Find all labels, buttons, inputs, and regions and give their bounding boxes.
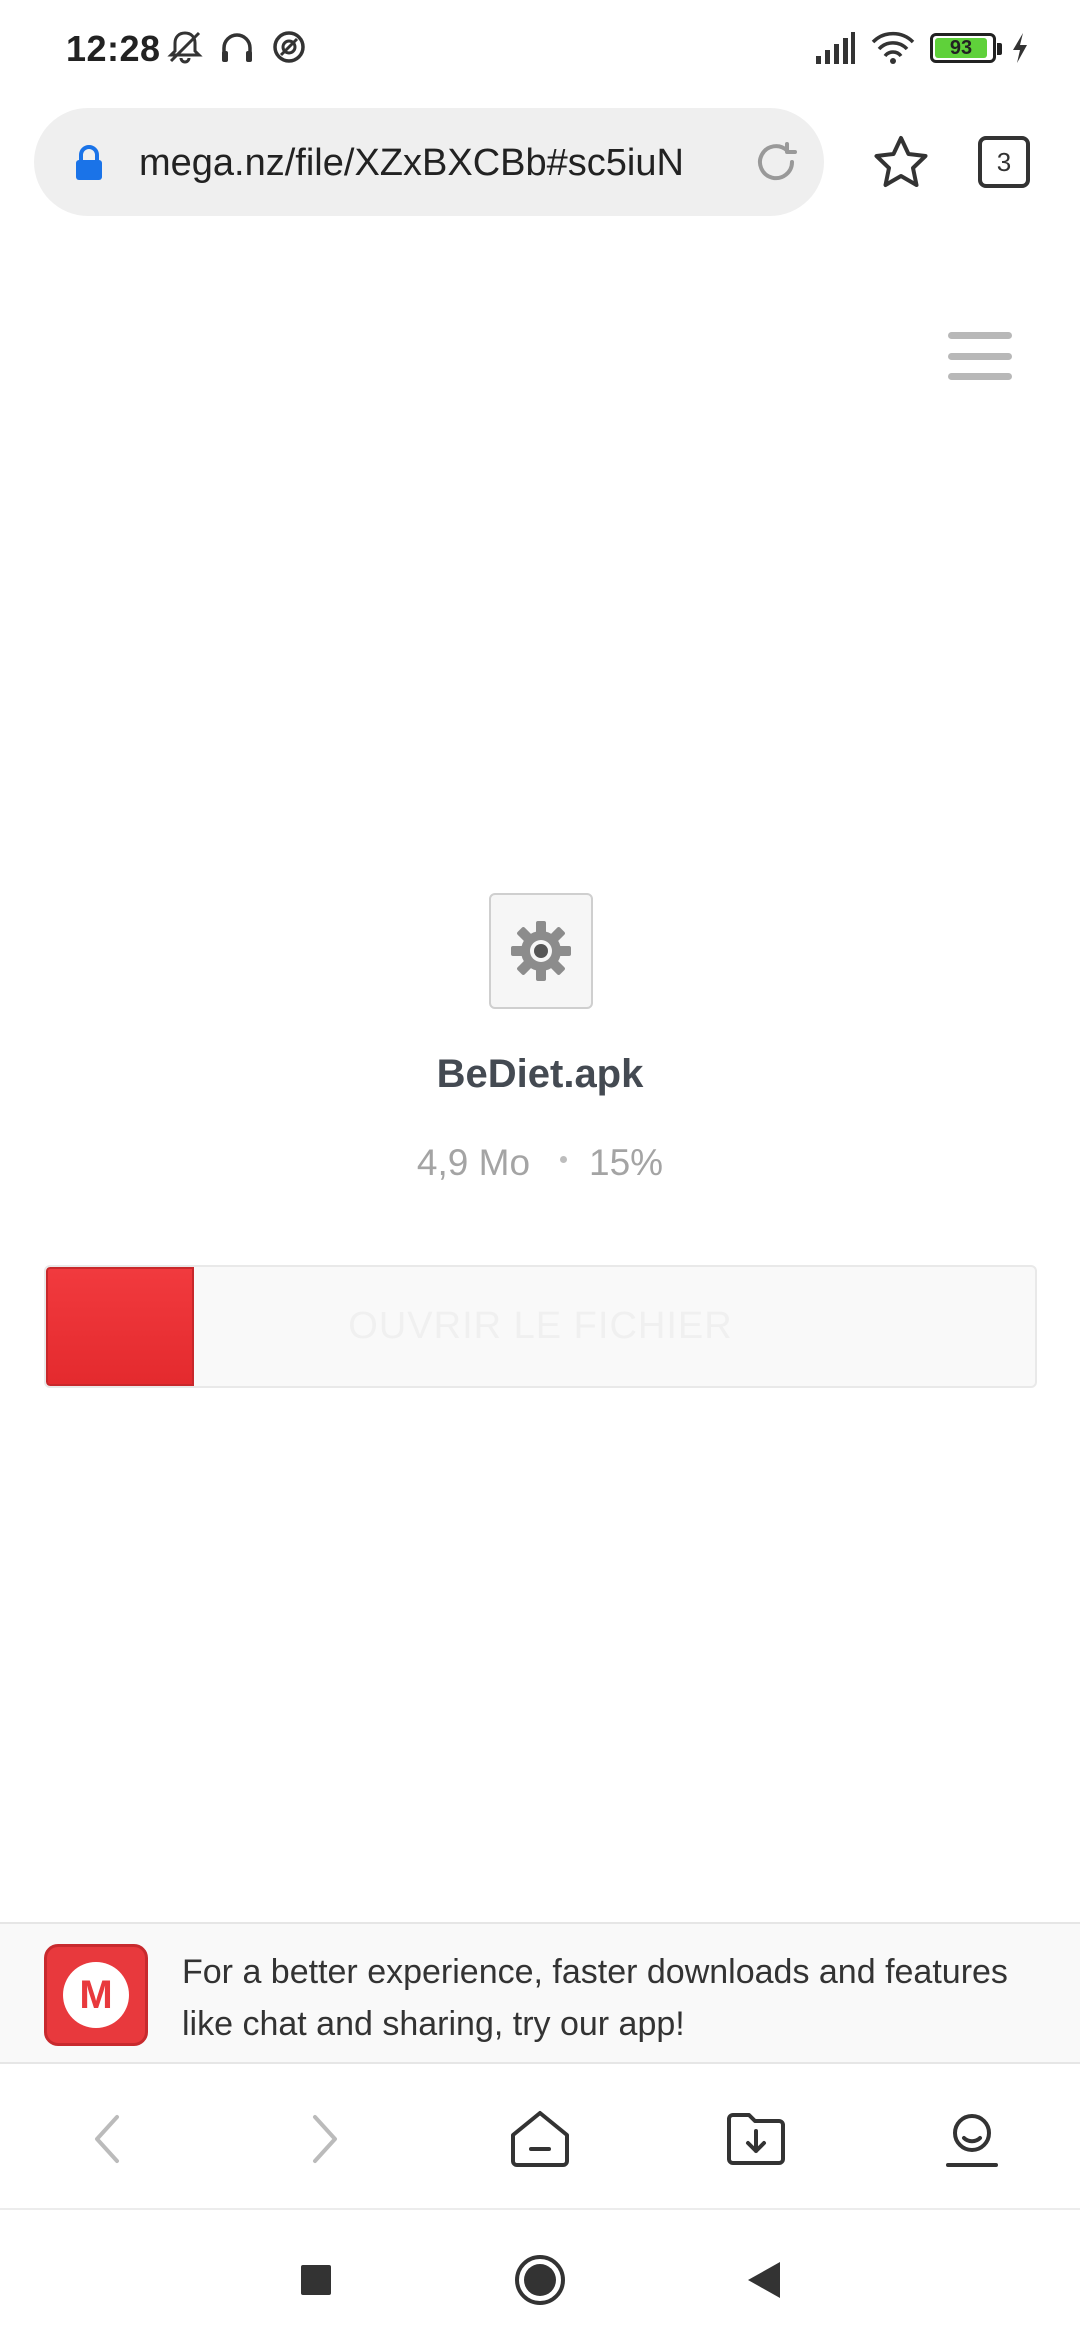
mega-logo[interactable]: M [44,1944,148,2046]
reload-icon[interactable] [750,136,802,188]
download-button-label: OUVRIR LE FICHIER [348,1305,733,1347]
forward-icon[interactable] [290,2104,360,2174]
download-progress-fill [46,1267,195,1386]
status-bar: 12:28 [0,0,1080,100]
download-progress-text: 15% [589,1142,664,1183]
recents-icon[interactable] [288,2252,344,2308]
signal-icon [816,32,855,64]
status-right-icons: 93 [814,30,1030,66]
url-bar[interactable]: mega.nz/file/XZxBXCBb#sc5iuN [34,108,824,216]
bookmark-star-icon[interactable] [872,134,930,192]
downloads-icon[interactable] [721,2104,791,2174]
mute-icon [167,31,203,64]
home-icon[interactable] [505,2104,575,2174]
menu-icon[interactable] [948,332,1012,380]
back-icon[interactable] [72,2104,142,2174]
browser-bottom-nav [0,2064,1080,2210]
profile-icon[interactable] [937,2104,1007,2174]
tab-count: 3 [996,146,1012,177]
data-saver-icon [273,31,305,63]
app-promo-text[interactable]: For a better experience, faster download… [182,1953,1008,2043]
lock-icon [76,145,102,180]
system-nav-bar [0,2212,1080,2340]
status-left-icons [166,28,308,66]
url-text[interactable]: mega.nz/file/XZxBXCBb#sc5iuN [139,142,684,184]
wifi-icon [871,31,915,64]
tabs-button[interactable]: 3 [978,136,1030,188]
download-progress-button[interactable]: OUVRIR LE FICHIER [44,1265,1037,1388]
gear-icon [511,921,571,981]
file-type-icon [489,893,593,1009]
system-home-icon[interactable] [512,2252,568,2308]
battery-level: 93 [935,37,988,59]
app-promo-banner[interactable]: M For a better experience, faster downlo… [0,1922,1080,2064]
file-name: BeDiet.apk [436,1052,644,1096]
charging-icon [1013,33,1027,63]
headphones-icon [222,33,252,62]
status-time: 12:28 [66,28,161,69]
file-size: 4,9 Mo [416,1142,531,1183]
system-back-icon[interactable] [736,2252,792,2308]
mega-logo-letter: M [63,1962,129,2028]
battery-icon: 93 [930,33,1002,63]
file-meta: 4,9 Mo 15% [0,1142,1080,1184]
